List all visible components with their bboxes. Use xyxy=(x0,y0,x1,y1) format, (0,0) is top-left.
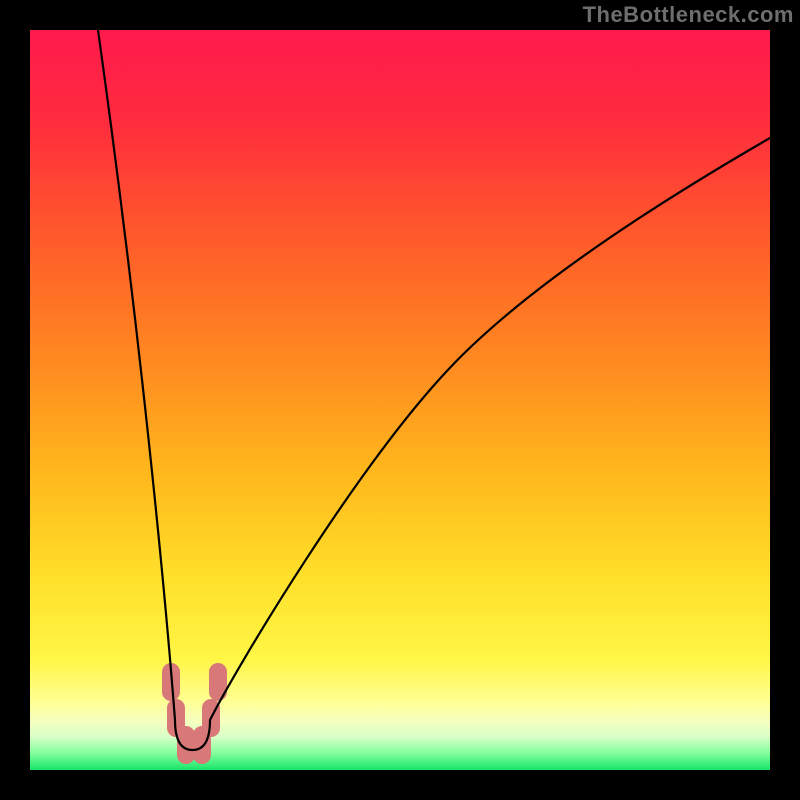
chart-frame: TheBottleneck.com xyxy=(0,0,800,800)
bottleneck-curve xyxy=(98,30,770,750)
curve-overlay xyxy=(30,30,770,770)
plot-area xyxy=(30,30,770,770)
watermark-text: TheBottleneck.com xyxy=(583,2,794,28)
